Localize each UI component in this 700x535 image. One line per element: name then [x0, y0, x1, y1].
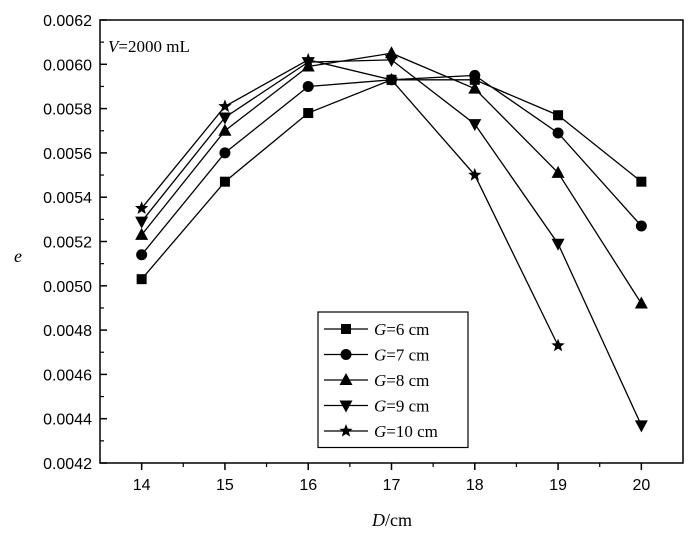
x-axis: 14 15 16 17 18 19 20: [133, 463, 650, 494]
data-point: [635, 220, 647, 232]
data-point: [634, 296, 648, 309]
data-point: [553, 110, 564, 121]
series-2: [136, 69, 647, 261]
data-point: [384, 72, 399, 86]
data-point: [135, 216, 149, 229]
y-tick-label: 0.0056: [43, 146, 92, 163]
legend: G=6 cm G=7 cm G=8 cm G=9 cm G=10 cm: [317, 311, 469, 449]
data-point: [302, 80, 314, 92]
legend-label: G=10 cm: [374, 422, 438, 441]
data-point: [134, 201, 149, 214]
data-point: [303, 108, 314, 119]
x-axis-title: D/cm: [371, 510, 412, 530]
y-tick-label: 0.0060: [43, 57, 92, 74]
y-tick-label: 0.0062: [43, 13, 92, 30]
series-1: [136, 74, 647, 285]
data-point: [636, 176, 647, 187]
legend-label: G=9 cm: [374, 397, 429, 416]
data-point: [218, 112, 232, 125]
y-tick-label: 0.0042: [43, 456, 92, 473]
data-point: [219, 176, 230, 187]
volume-annotation: V=2000 mL: [108, 37, 190, 56]
y-tick-label: 0.0044: [43, 412, 92, 429]
data-point: [468, 168, 482, 181]
y-tick-label: 0.0054: [43, 190, 92, 207]
data-point: [385, 54, 398, 67]
data-point: [468, 81, 482, 94]
y-axis: 0.0042 0.0044 0.0046 0.0048 0.0050 0.0052 0.00…: [43, 13, 107, 473]
legend-label: G=7 cm: [374, 346, 429, 365]
data-point: [136, 249, 148, 261]
x-tick-label: 19: [549, 477, 567, 494]
data-point: [468, 119, 482, 132]
data-point: [551, 338, 565, 352]
data-point: [551, 165, 565, 178]
x-tick-label: 14: [133, 477, 151, 494]
y-tick-label: 0.0058: [43, 102, 92, 119]
data-point: [136, 274, 147, 285]
series-line: [141, 74, 642, 256]
y-axis-title: e: [14, 246, 22, 266]
legend-marker: [339, 373, 353, 385]
y-tick-label: 0.0046: [43, 367, 92, 384]
data-point: [135, 227, 149, 240]
data-point: [552, 127, 564, 139]
legend-marker: [340, 349, 352, 360]
series-5: [134, 52, 565, 352]
series-line: [141, 79, 642, 280]
x-tick-label: 18: [466, 477, 484, 494]
x-tick-label: 16: [299, 477, 317, 494]
data-point: [469, 69, 481, 81]
x-tick-label: 17: [383, 477, 401, 494]
y-tick-label: 0.0050: [43, 279, 92, 296]
data-point: [301, 52, 315, 66]
series-3: [135, 46, 648, 309]
legend-label: G=8 cm: [374, 371, 429, 390]
data-point: [218, 123, 232, 136]
x-tick-label: 20: [632, 477, 650, 494]
data-point: [551, 238, 565, 251]
legend-marker: [339, 424, 353, 437]
data-point: [218, 99, 232, 113]
legend-marker: [339, 400, 353, 413]
series-line: [141, 52, 642, 304]
x-tick-label: 15: [216, 477, 234, 494]
data-point: [219, 147, 231, 159]
series-layer: [134, 46, 648, 433]
y-tick-label: 0.0048: [43, 323, 92, 340]
legend-marker: [341, 324, 351, 334]
legend-label: G=6 cm: [374, 320, 429, 339]
data-point: [634, 420, 648, 433]
y-tick-label: 0.0052: [43, 235, 92, 252]
series-line: [141, 59, 559, 346]
